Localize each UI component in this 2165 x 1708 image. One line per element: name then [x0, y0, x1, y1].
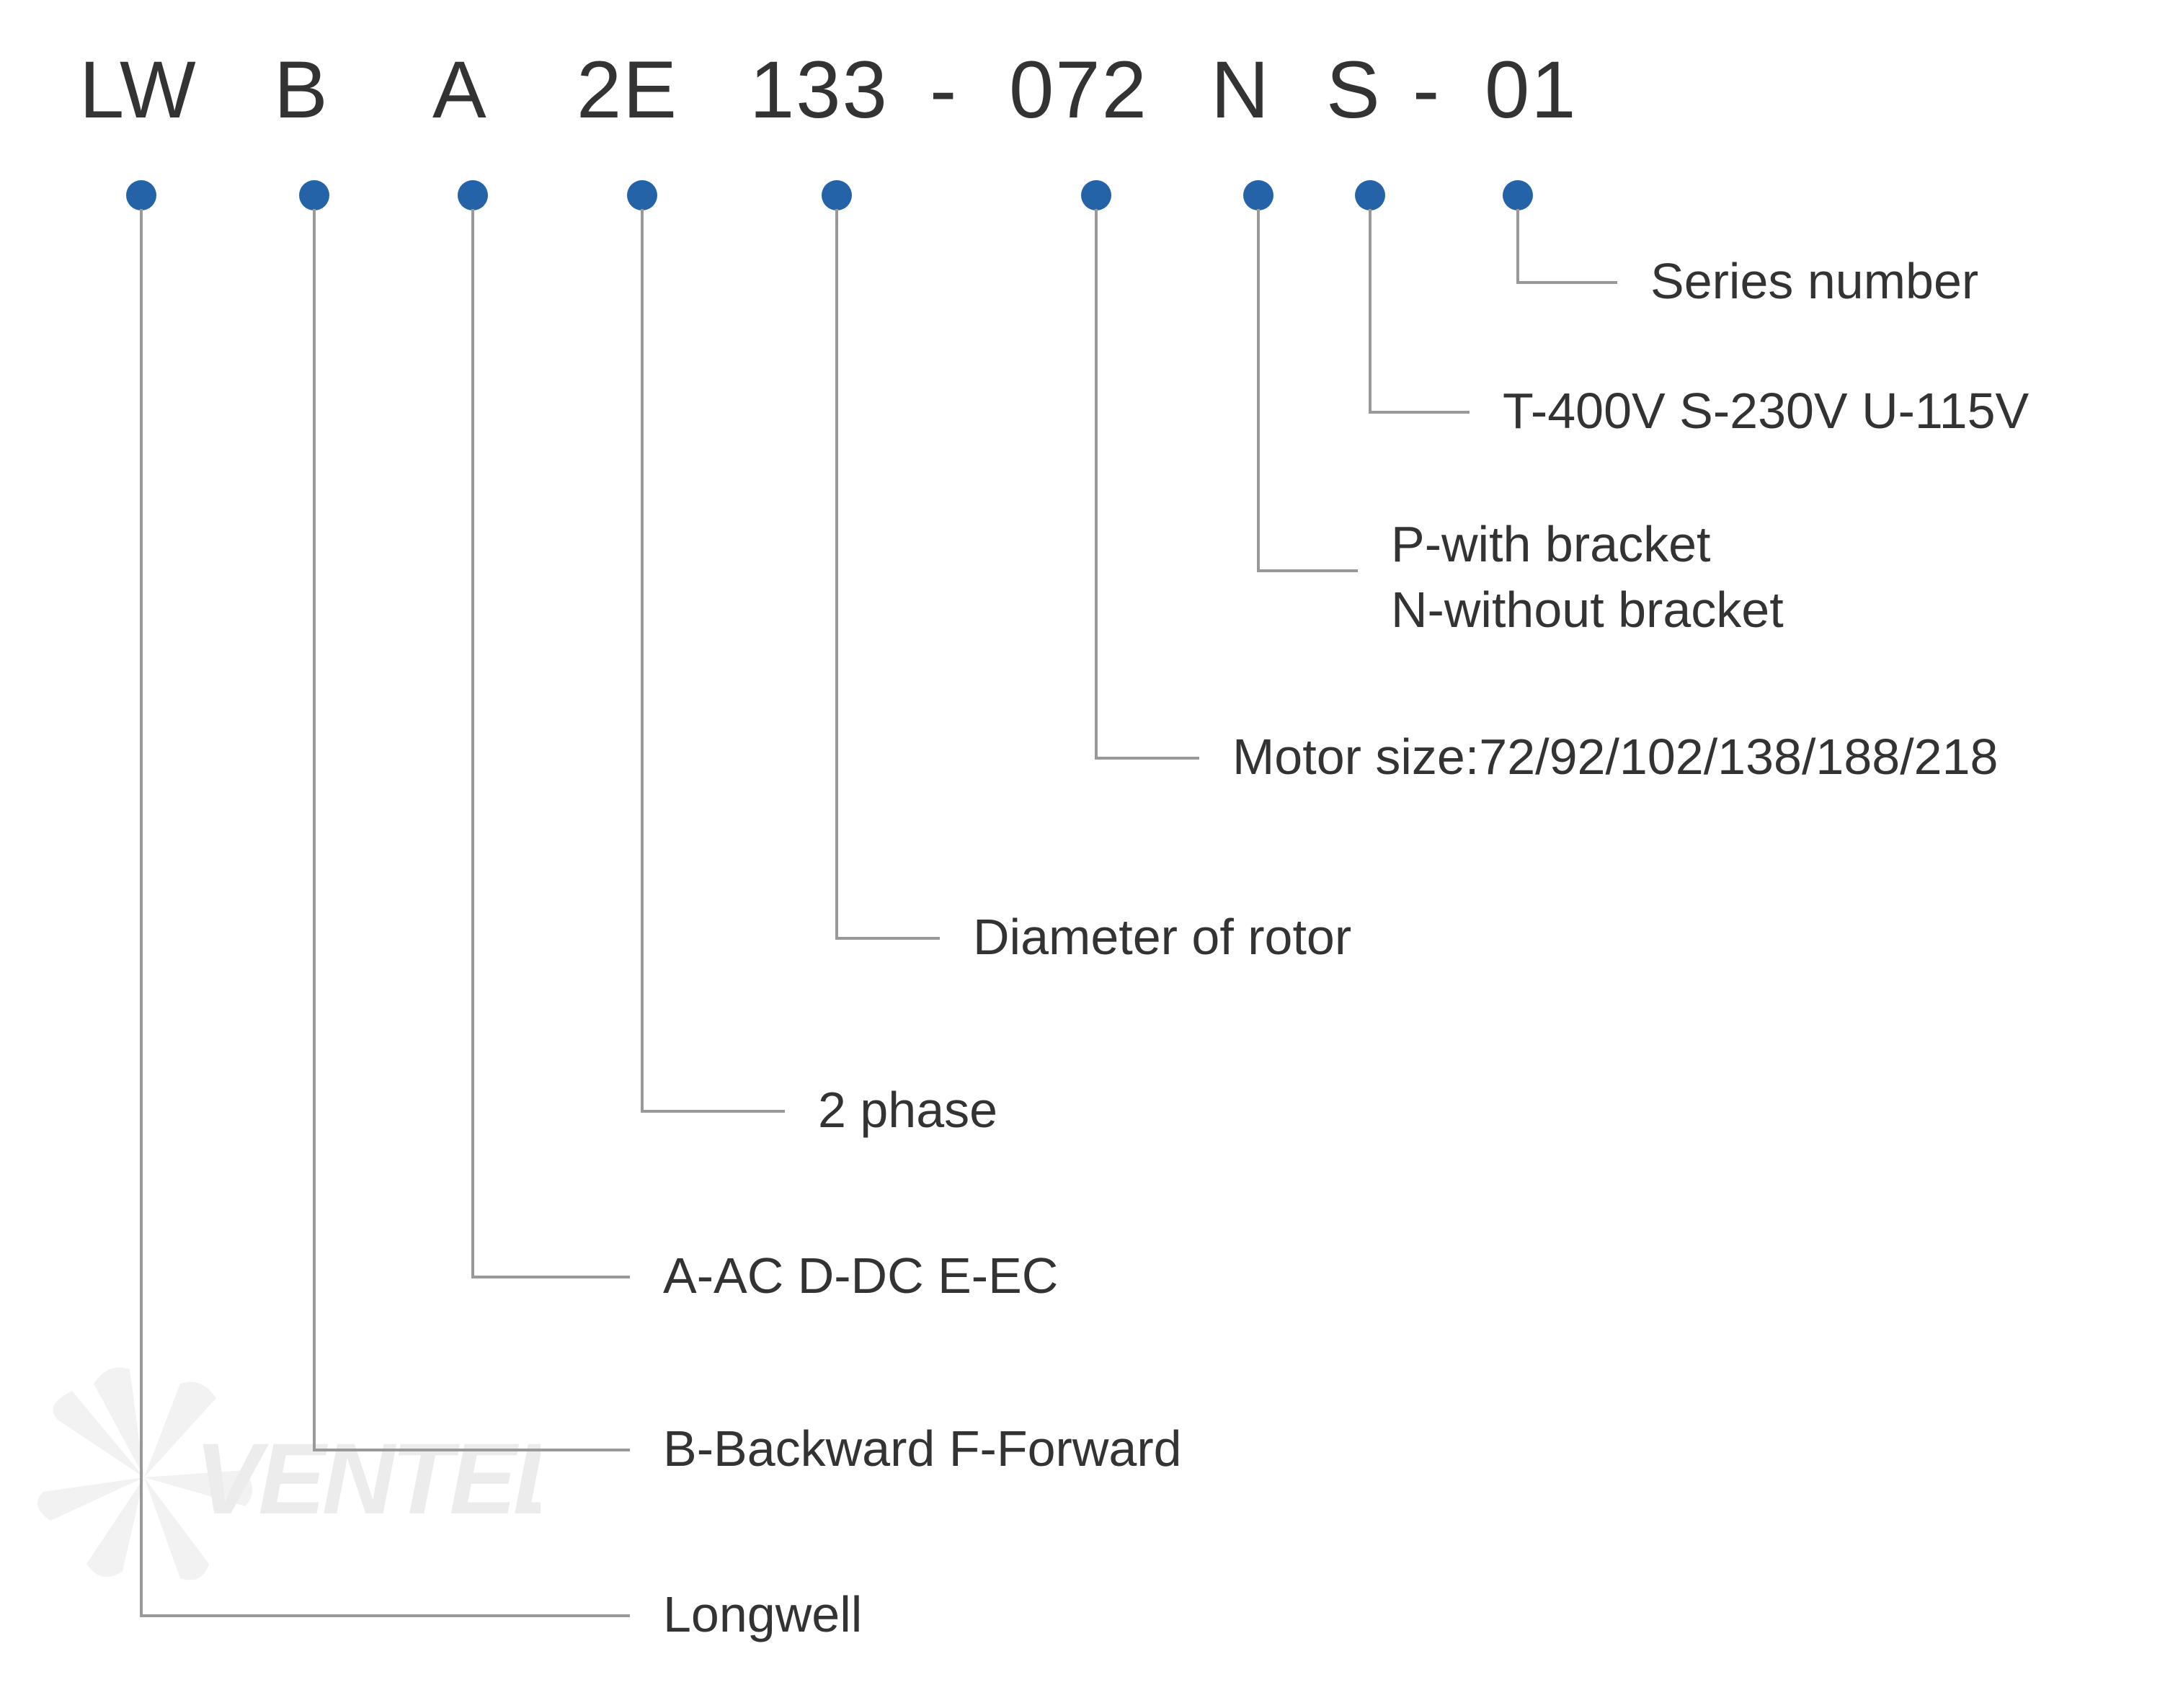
desc-01: Series number — [1650, 252, 1978, 310]
code-seg-133: 133 — [750, 43, 889, 136]
watermark-text: VENTEL — [195, 1422, 541, 1535]
hline-01 — [1516, 281, 1617, 284]
vline-lw — [140, 209, 143, 1614]
vline-n — [1257, 209, 1260, 569]
desc-072: Motor size:72/92/102/138/188/218 — [1232, 728, 1998, 786]
desc-b: B-Backward F-Forward — [663, 1420, 1182, 1477]
dot-072 — [1081, 180, 1111, 210]
vline-b — [313, 209, 316, 1449]
dot-01 — [1503, 180, 1533, 210]
desc-a: A-AC D-DC E-EC — [663, 1247, 1058, 1304]
dash-1: - — [930, 43, 956, 136]
hline-lw — [140, 1614, 630, 1617]
dot-b — [299, 180, 329, 210]
code-seg-072: 072 — [1009, 43, 1148, 136]
dot-133 — [822, 180, 852, 210]
dot-2e — [627, 180, 657, 210]
code-seg-01: 01 — [1485, 43, 1578, 136]
dot-lw — [126, 180, 156, 210]
dot-s — [1355, 180, 1385, 210]
vline-133 — [835, 209, 838, 937]
dash-2: - — [1413, 43, 1439, 136]
vline-2e — [641, 209, 644, 1110]
desc-133: Diameter of rotor — [973, 908, 1351, 966]
dot-n — [1243, 180, 1273, 210]
code-seg-b: B — [274, 43, 329, 136]
dot-a — [458, 180, 488, 210]
desc-2e: 2 phase — [818, 1081, 997, 1139]
hline-2e — [641, 1110, 785, 1113]
hline-072 — [1095, 757, 1199, 760]
code-seg-a: A — [432, 43, 488, 136]
code-seg-2e: 2E — [577, 43, 678, 136]
desc-n: P-with bracket N-without bracket — [1391, 512, 1784, 643]
code-seg-s: S — [1326, 43, 1382, 136]
hline-n — [1257, 569, 1358, 572]
hline-s — [1369, 411, 1470, 414]
hline-133 — [835, 937, 940, 940]
vline-072 — [1095, 209, 1098, 757]
vline-s — [1369, 209, 1372, 411]
hline-b — [313, 1449, 630, 1451]
watermark-logo: VENTEL — [36, 1333, 541, 1622]
vline-01 — [1516, 209, 1519, 281]
code-seg-lw: LW — [79, 43, 197, 136]
vline-a — [471, 209, 474, 1276]
diagram-container: VENTEL LW B A 2E 133 - 072 N S - 01 Seri… — [0, 0, 2165, 1708]
desc-lw: Longwell — [663, 1585, 862, 1643]
desc-s: T-400V S-230V U-115V — [1503, 382, 2029, 440]
hline-a — [471, 1276, 630, 1278]
code-seg-n: N — [1211, 43, 1271, 136]
